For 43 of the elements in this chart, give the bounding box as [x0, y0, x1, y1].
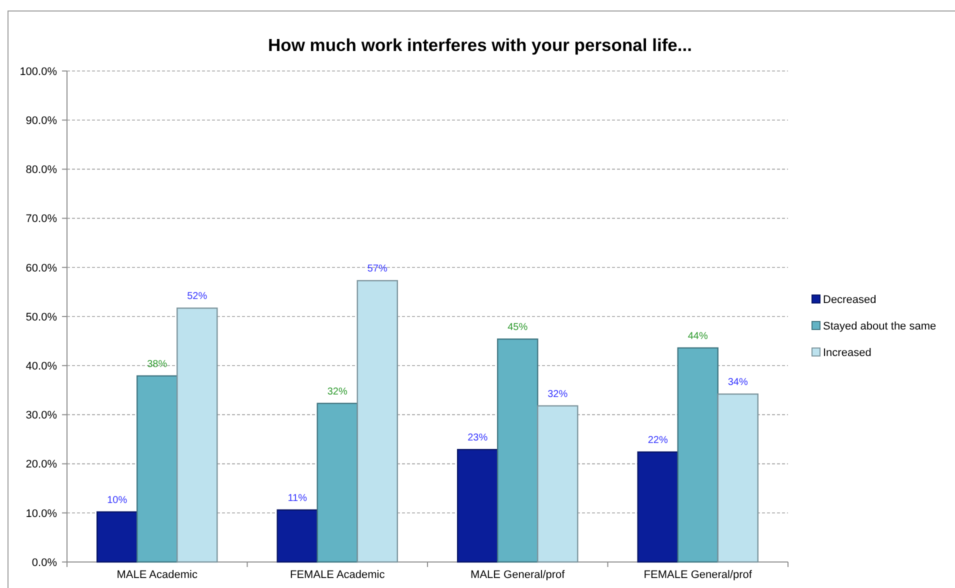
y-tick-label: 100.0%: [20, 66, 58, 78]
data-label: 22%: [648, 435, 668, 446]
x-tick-label: MALE Academic: [116, 569, 198, 581]
data-label: 10%: [107, 494, 128, 506]
y-tick-label: 50.0%: [26, 311, 58, 324]
data-label: 44%: [688, 330, 708, 342]
x-tick-label: FEMALE Academic: [290, 569, 386, 581]
bar: [136, 375, 178, 563]
y-tick-label: 0.0%: [32, 556, 58, 569]
data-label: 11%: [288, 492, 308, 504]
bar: [96, 511, 138, 563]
y-tick-label: 90.0%: [26, 114, 58, 127]
data-label: 32%: [548, 388, 568, 400]
x-tick-label: MALE General/prof: [470, 569, 566, 581]
bar: [677, 347, 718, 563]
y-tick-label: 60.0%: [26, 262, 58, 274]
bar: [497, 338, 538, 563]
data-label: 38%: [147, 358, 168, 370]
bar: [717, 393, 758, 563]
bar: [276, 509, 318, 563]
y-tick-label: 40.0%: [26, 360, 58, 372]
bar: [176, 308, 218, 563]
y-tick-label: 70.0%: [26, 213, 58, 226]
y-tick-label: 10.0%: [26, 508, 58, 520]
chart-title: How much work interferes with your personal life...: [268, 35, 692, 55]
bar: [356, 280, 398, 563]
legend-label: Decreased: [823, 294, 876, 306]
data-label: 34%: [728, 377, 748, 388]
bar: [316, 402, 358, 563]
bar: [457, 448, 498, 563]
data-label: 23%: [468, 432, 488, 444]
legend-label: Stayed about the same: [823, 320, 936, 332]
data-label: 52%: [187, 291, 208, 302]
data-label: 32%: [327, 386, 348, 398]
bar: [637, 451, 678, 563]
data-label: 57%: [367, 264, 388, 275]
y-tick-label: 80.0%: [26, 164, 58, 176]
y-tick-label: 30.0%: [26, 410, 58, 422]
data-label: 45%: [508, 322, 528, 334]
y-tick-label: 20.0%: [26, 458, 58, 471]
bar: [537, 405, 578, 563]
legend-label: Increased: [823, 346, 872, 359]
x-tick-label: FEMALE General/prof: [644, 569, 753, 581]
